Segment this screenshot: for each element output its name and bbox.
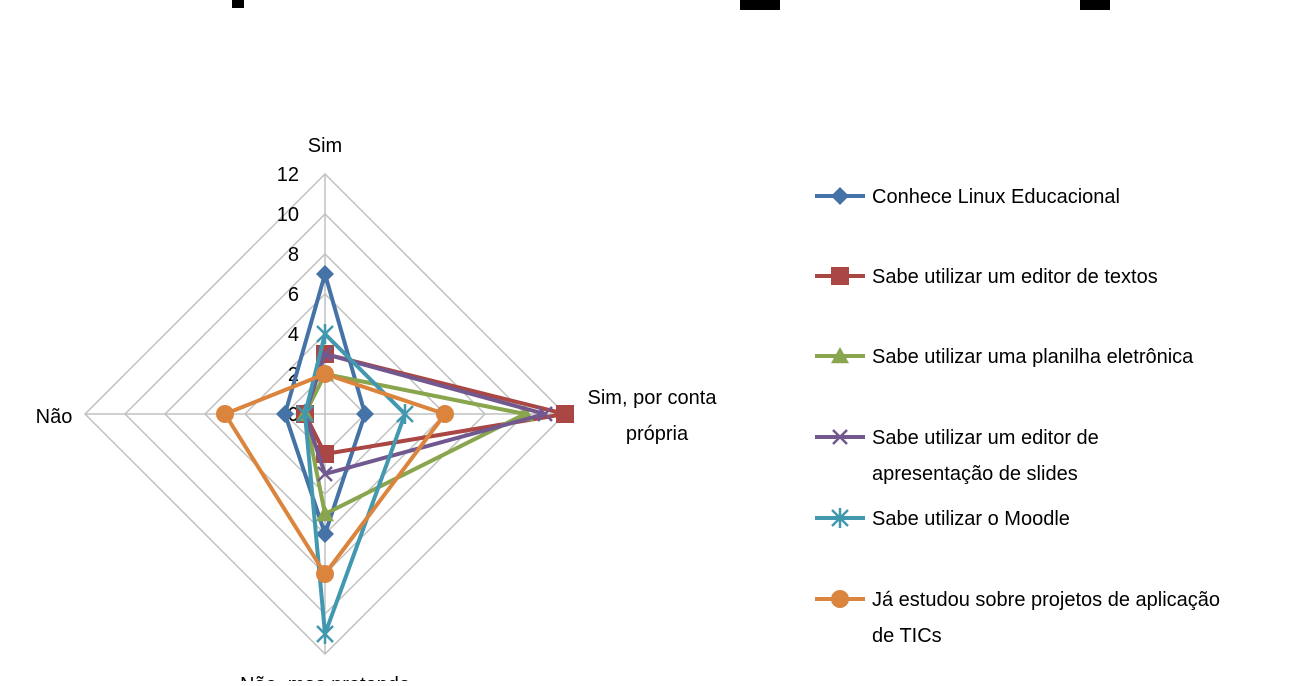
category-label-sim-por-conta-propria-line2: própria xyxy=(626,423,689,445)
series-5 xyxy=(216,365,454,583)
marker-diamond xyxy=(316,265,334,283)
series-4 xyxy=(296,324,414,644)
marker-x-stroke xyxy=(832,429,848,445)
marker-star xyxy=(831,508,849,528)
marker-square xyxy=(556,405,574,423)
title-fragment xyxy=(740,0,780,10)
legend-label: Já estudou sobre projetos de aplicação xyxy=(872,589,1220,611)
series-line xyxy=(223,372,447,576)
legend-label: Sabe utilizar um editor de textos xyxy=(872,266,1158,288)
marker-circle xyxy=(216,405,234,423)
tick-label: 10 xyxy=(277,204,299,226)
marker-x-stroke xyxy=(317,466,333,482)
category-label-sim-por-conta-propria: Sim, por conta xyxy=(588,387,718,409)
tick-label: 4 xyxy=(288,324,299,346)
marker-diamond xyxy=(276,405,294,423)
marker-x xyxy=(317,466,333,482)
title-fragment xyxy=(232,0,244,8)
marker-circle xyxy=(831,590,849,608)
category-label-nao: Não xyxy=(36,406,73,428)
marker-square xyxy=(831,267,849,285)
title-fragment xyxy=(1080,0,1110,10)
marker-star xyxy=(396,404,414,424)
marker-star xyxy=(296,404,314,424)
tick-label: 8 xyxy=(288,244,299,266)
marker-star xyxy=(316,624,334,644)
legend-item-2: Sabe utilizar uma planilha eletrônica xyxy=(815,346,1194,368)
tick-label: 12 xyxy=(277,164,299,186)
marker-x-stroke xyxy=(537,406,553,422)
category-label-nao-mas-pretendo: Não, mas pretendo xyxy=(240,674,410,681)
marker-circle xyxy=(316,365,334,383)
radial-axis-ticks: 0 2 4 6 8 10 12 xyxy=(277,164,299,426)
legend-label: Sabe utilizar o Moodle xyxy=(872,508,1070,530)
marker-triangle xyxy=(831,347,849,364)
legend-label: Conhece Linux Educacional xyxy=(872,186,1120,208)
marker-circle xyxy=(436,405,454,423)
radar-category-labels: Sim Sim, por conta própria Não Não, mas … xyxy=(36,135,718,686)
series-0 xyxy=(276,265,374,543)
legend-label: Sabe utilizar uma planilha eletrônica xyxy=(872,346,1194,368)
category-label-sim: Sim xyxy=(308,135,342,157)
marker-star xyxy=(316,324,334,344)
marker-triangle xyxy=(316,505,334,522)
marker-diamond xyxy=(356,405,374,423)
cropped-title-fragments xyxy=(232,0,1110,10)
legend-label: apresentação de slides xyxy=(872,463,1078,485)
legend-item-0: Conhece Linux Educacional xyxy=(815,186,1120,208)
marker-diamond xyxy=(831,187,849,205)
marker-diamond xyxy=(316,525,334,543)
tick-label: 0 xyxy=(288,404,299,426)
marker-x xyxy=(832,429,848,445)
legend-item-3: Sabe utilizar um editor de apresentação d… xyxy=(815,427,1099,485)
legend: Conhece Linux Educacional Sabe utilizar u… xyxy=(815,186,1220,647)
legend-item-5: Já estudou sobre projetos de aplicação de… xyxy=(815,589,1220,647)
legend-item-1: Sabe utilizar um editor de textos xyxy=(815,266,1158,288)
legend-label: de TICs xyxy=(872,625,942,647)
marker-x xyxy=(537,406,553,422)
marker-circle xyxy=(316,565,334,583)
tick-label: 2 xyxy=(288,364,299,386)
tick-label: 6 xyxy=(288,284,299,306)
series-layer xyxy=(216,265,574,644)
legend-item-4: Sabe utilizar o Moodle xyxy=(815,508,1070,530)
legend-label: Sabe utilizar um editor de xyxy=(872,427,1099,449)
